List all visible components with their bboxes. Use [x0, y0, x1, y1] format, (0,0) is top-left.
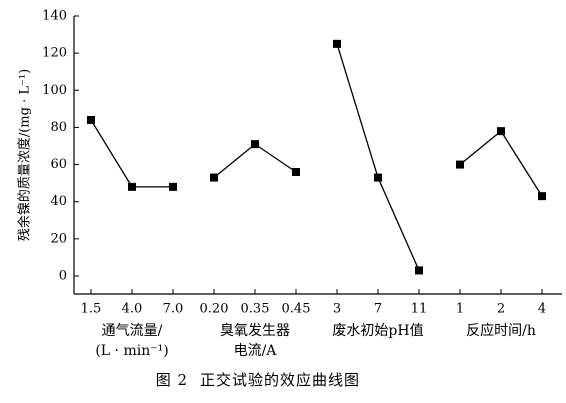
- x-tick-label: 7.0: [163, 302, 184, 317]
- factor-label-line: 反应时间/h: [466, 322, 536, 339]
- data-point: [415, 266, 423, 275]
- series-line: [213, 143, 297, 179]
- data-point: [210, 173, 218, 182]
- x-tick-label: 1: [456, 302, 464, 317]
- figure-caption: 图 2 正交试验的效应曲线图: [156, 371, 360, 389]
- y-tick-label: 60: [50, 157, 67, 172]
- y-axis-ticks: 0 20 40 60 80 100 120 140: [42, 9, 79, 284]
- caption-text: 正交试验的效应曲线图: [200, 371, 360, 389]
- data-point: [128, 182, 136, 191]
- x-tick-label: 2: [497, 302, 505, 317]
- y-tick-label: 120: [42, 46, 67, 61]
- y-axis-label: 残余镍的质量浓度/(mg · L⁻¹): [17, 69, 33, 241]
- series-line: [459, 130, 543, 197]
- data-point: [374, 173, 382, 182]
- y-tick-label: 40: [50, 194, 67, 209]
- y-tick-label: 0: [59, 269, 67, 284]
- factor-label-line: 电流/A: [234, 343, 278, 359]
- y-tick-label: 140: [42, 9, 67, 24]
- series-line: [336, 43, 420, 271]
- x-tick-label: 0.45: [282, 302, 311, 317]
- series-line: [90, 119, 173, 188]
- data-point: [169, 182, 177, 191]
- y-tick-label: 80: [50, 120, 67, 135]
- caption-number: 图 2: [156, 371, 188, 389]
- data-point: [497, 127, 505, 136]
- data-point: [87, 116, 95, 124]
- factor-label-line: (L · min⁻¹): [95, 343, 168, 359]
- data-point: [251, 140, 259, 149]
- panel-3: 3 7 11 废水初始pH值: [332, 39, 428, 339]
- x-tick-label: 0.20: [200, 302, 229, 317]
- data-point: [538, 192, 546, 201]
- data-point: [292, 168, 300, 176]
- factor-label-line: 臭氧发生器: [220, 323, 290, 339]
- x-tick-label: 4: [538, 302, 546, 317]
- x-tick-label: 1.5: [81, 302, 102, 317]
- x-tick-label: 7: [374, 302, 382, 317]
- y-tick-label: 100: [42, 83, 67, 98]
- data-point: [333, 39, 341, 48]
- data-point: [456, 160, 464, 169]
- x-tick-label: 0.35: [241, 302, 270, 317]
- factor-label-line: 废水初始pH值: [332, 322, 423, 339]
- x-tick-label: 4.0: [122, 302, 143, 317]
- plot-frame: [73, 16, 562, 295]
- factor-label-line: 通气流量/: [102, 323, 163, 339]
- x-tick-label: 11: [411, 302, 428, 317]
- x-tick-label: 3: [333, 302, 341, 317]
- y-tick-label: 20: [50, 231, 67, 246]
